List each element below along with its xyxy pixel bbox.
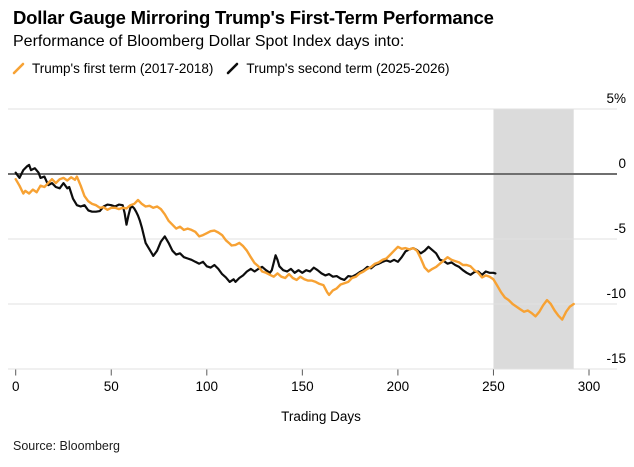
y-tick-label: -15: [606, 351, 626, 366]
legend-item-first-term: Trump's first term (2017-2018): [12, 61, 213, 76]
legend-label-first-term: Trump's first term (2017-2018): [32, 61, 214, 76]
y-tick-label: -10: [606, 286, 626, 301]
second-term-line-swatch-icon: [227, 62, 239, 75]
first-term-line: [14, 175, 575, 321]
source-note: Source: Bloomberg: [13, 439, 121, 453]
x-tick-label: 300: [578, 379, 601, 394]
x-tick-label: 150: [291, 379, 314, 394]
x-axis-title: Trading Days: [281, 409, 361, 424]
y-tick-label: 0: [618, 156, 626, 171]
legend-label-second-term: Trump's second term (2025-2026): [246, 61, 450, 76]
first-term-line-swatch-icon: [12, 62, 25, 75]
y-tick-label: -5: [614, 221, 626, 236]
legend-item-second-term: Trump's second term (2025-2026): [226, 61, 450, 76]
y-tick-label: 5%: [606, 91, 626, 106]
second-term-swatch-stroke: [227, 62, 239, 75]
x-tick-label: 50: [104, 379, 119, 394]
chart-title: Dollar Gauge Mirroring Trump's First-Ter…: [13, 7, 494, 28]
x-tick-label: 200: [387, 379, 410, 394]
first-term-swatch-stroke: [12, 62, 25, 75]
chart-subtitle: Performance of Bloomberg Dollar Spot Ind…: [13, 33, 405, 50]
x-tick-label: 100: [196, 379, 219, 394]
x-tick-label: 0: [12, 379, 20, 394]
x-tick-label: 250: [482, 379, 505, 394]
legend: Trump's first term (2017-2018) Trump's s…: [12, 61, 450, 76]
